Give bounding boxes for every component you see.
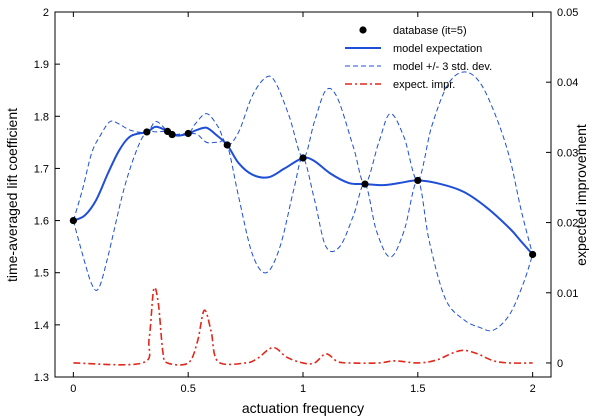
data-point-4 — [184, 129, 192, 138]
y-left-tick-label: 2 — [43, 7, 49, 19]
series-line-2 — [72, 71, 534, 255]
data-point-5 — [223, 141, 231, 149]
y-right-tick-label: 0.01 — [557, 288, 578, 300]
y-right-tick-label: 0.02 — [557, 218, 578, 230]
data-point-3 — [168, 130, 176, 139]
x-tick-label: 0.5 — [181, 383, 196, 395]
y-left-tick-label: 1.9 — [34, 59, 49, 71]
legend-label-1: model expectation — [393, 43, 482, 55]
data-point-1 — [143, 128, 151, 136]
data-point-6 — [299, 154, 307, 162]
x-tick-label: 0 — [70, 383, 76, 395]
x-tick-label: 1 — [300, 383, 306, 395]
data-point-8 — [414, 176, 422, 185]
y-right-tick-label: 0.03 — [557, 147, 578, 159]
y-axis-label-right: expected improvement — [573, 124, 589, 266]
legend-label-0: database (it=5) — [393, 25, 467, 37]
y-left-tick-label: 1.8 — [34, 111, 49, 123]
x-tick-label: 2 — [530, 383, 536, 395]
legend-label-3: expect. impr. — [393, 79, 455, 91]
x-axis-label: actuation frequency — [242, 400, 364, 416]
series-line-3 — [72, 130, 534, 332]
y-left-tick-label: 1.7 — [34, 163, 49, 175]
legend: database (it=5) model expectation model +/… — [345, 25, 492, 91]
y-right-tick-label: 0.04 — [557, 77, 578, 89]
series-line-4 — [73, 286, 533, 366]
y-axis-label-left: time-averaged lift coefficient — [4, 108, 20, 282]
series-layer — [69, 71, 537, 366]
legend-marker-0 — [359, 26, 367, 34]
series-line-1 — [72, 125, 534, 256]
ticks-layer: 0 0.5 1 1.5 2 1.3 1.4 1.5 1.6 1.7 1.8 1.9 2 0 0.01 0.02… — [34, 7, 579, 395]
y-right-tick-label: 0 — [557, 358, 563, 370]
y-left-tick-label: 1.3 — [34, 372, 49, 384]
data-point-0 — [69, 216, 77, 225]
y-left-tick-label: 1.4 — [34, 320, 49, 332]
data-point-9 — [529, 250, 537, 259]
legend-label-2: model +/- 3 std. dev. — [393, 61, 492, 73]
y-right-tick-label: 0.05 — [557, 7, 578, 19]
data-point-7 — [361, 180, 369, 188]
y-left-tick-label: 1.5 — [34, 268, 49, 280]
y-left-tick-label: 1.6 — [34, 216, 49, 228]
x-tick-label: 1.5 — [410, 383, 425, 395]
